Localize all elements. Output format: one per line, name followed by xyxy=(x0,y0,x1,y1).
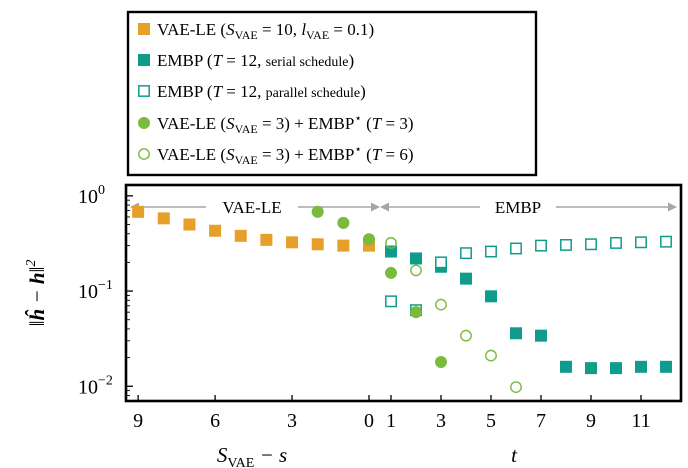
y-tick-label-2: 10−2 xyxy=(78,373,113,398)
data-point-1-6 xyxy=(535,329,547,342)
series-1 xyxy=(385,245,672,375)
data-point-2-3 xyxy=(460,247,472,260)
embp-label-bg xyxy=(480,196,556,218)
data-point-1-1 xyxy=(410,252,422,265)
data-point-2-2 xyxy=(435,256,447,269)
x-tick-label-vae-3: 0 xyxy=(364,410,374,432)
data-point-2-7 xyxy=(560,238,572,251)
x-tick-label-embp-5: 11 xyxy=(631,410,650,432)
legend-marker-1 xyxy=(138,54,150,66)
embp-phase-label: EMBP xyxy=(495,198,541,217)
legend-marker-3 xyxy=(138,117,150,129)
data-point-3-4 xyxy=(410,306,422,319)
y-tick-label-0: 100 xyxy=(78,183,105,208)
data-point-0-1 xyxy=(157,212,170,225)
data-point-0-6 xyxy=(286,236,299,249)
data-point-3-3 xyxy=(385,266,397,279)
x-tick-label-embp-4: 9 xyxy=(586,410,596,432)
x-tick-label-vae-2: 3 xyxy=(287,410,297,432)
legend-marker-0 xyxy=(138,23,150,35)
data-point-3-1 xyxy=(337,216,350,229)
legend-entry-0: VAE-LE (SVAE = 10, lVAE = 0.1) xyxy=(157,20,374,42)
x-tick-label-embp-2: 5 xyxy=(486,410,496,432)
data-point-4-6 xyxy=(460,329,472,342)
y-tick-label-1: 10−1 xyxy=(78,278,113,303)
data-point-0-2 xyxy=(183,218,196,231)
legend-marker-2 xyxy=(138,85,150,97)
x-tick-label-embp-1: 3 xyxy=(436,410,446,432)
data-point-4-4 xyxy=(410,264,422,277)
x-tick-label-embp-0: 1 xyxy=(386,410,396,432)
data-point-0-5 xyxy=(260,233,273,246)
data-point-2-10 xyxy=(635,236,647,249)
data-point-1-7 xyxy=(560,360,572,373)
data-point-1-10 xyxy=(635,360,647,373)
data-point-3-2 xyxy=(363,233,375,246)
data-point-4-0 xyxy=(311,205,324,218)
data-point-0-3 xyxy=(209,224,222,237)
legend-entry-3: VAE-LE (SVAE = 3) + EMBP⋆ (T = 3) xyxy=(157,111,414,136)
data-point-1-4 xyxy=(485,290,497,303)
data-point-2-6 xyxy=(535,239,547,252)
data-point-1-9 xyxy=(610,362,622,375)
series-3 xyxy=(311,205,447,368)
data-point-3-5 xyxy=(435,355,447,368)
axes: 100 10−1 10−2 ‖ĥ − h‖2 9 6 3 0 1 3 5 7 9 11 SVAE − s t xyxy=(24,183,651,468)
series-0 xyxy=(132,205,375,252)
data-point-4-5 xyxy=(435,298,447,311)
data-point-1-0 xyxy=(385,245,397,258)
data-point-0-7 xyxy=(311,238,324,251)
data-point-3-0 xyxy=(311,205,324,218)
data-point-2-4 xyxy=(485,245,497,258)
vae-le-phase-label: VAE-LE xyxy=(222,198,281,217)
x-axis-label-vae-le: SVAE − s xyxy=(217,443,287,468)
legend-marker-4 xyxy=(138,148,150,160)
data-point-2-11 xyxy=(660,235,672,248)
data-marks xyxy=(132,205,672,393)
series-2 xyxy=(385,235,672,317)
data-point-4-2 xyxy=(363,233,375,246)
data-point-0-0 xyxy=(132,205,145,218)
data-point-1-8 xyxy=(585,362,597,375)
data-point-2-0 xyxy=(385,295,397,308)
data-point-4-3 xyxy=(385,237,397,249)
data-point-1-5 xyxy=(510,327,522,340)
legend: VAE-LE (SVAE = 10, lVAE = 0.1) EMBP (T = … xyxy=(126,10,538,177)
data-point-2-5 xyxy=(510,242,522,255)
data-point-4-7 xyxy=(485,349,497,362)
legend-entry-1: EMBP (T = 12, serial schedule) xyxy=(157,51,354,70)
data-point-0-4 xyxy=(234,229,247,242)
data-point-1-11 xyxy=(660,360,672,373)
data-point-4-1 xyxy=(337,216,350,229)
plot-frame xyxy=(124,183,683,403)
legend-entry-2: EMBP (T = 12, parallel schedule) xyxy=(157,82,366,101)
series-4 xyxy=(311,205,522,393)
x-axis-label-embp: t xyxy=(511,443,518,467)
x-tick-label-vae-1: 6 xyxy=(210,410,220,432)
vae-le-label-bg xyxy=(206,196,298,218)
y-axis-label: ‖ĥ − h‖2 xyxy=(24,260,49,327)
data-point-4-8 xyxy=(510,381,522,393)
x-tick-label-vae-0: 9 xyxy=(133,410,143,432)
data-point-2-8 xyxy=(585,238,597,251)
legend-box xyxy=(126,10,538,177)
x-tick-label-embp-3: 7 xyxy=(536,410,546,432)
data-point-2-9 xyxy=(610,237,622,249)
legend-entry-4: VAE-LE (SVAE = 3) + EMBP⋆ (T = 6) xyxy=(157,142,414,167)
data-point-1-3 xyxy=(460,272,472,285)
data-point-0-8 xyxy=(337,239,350,252)
plot-area: VAE-LE EMBP xyxy=(124,183,683,403)
